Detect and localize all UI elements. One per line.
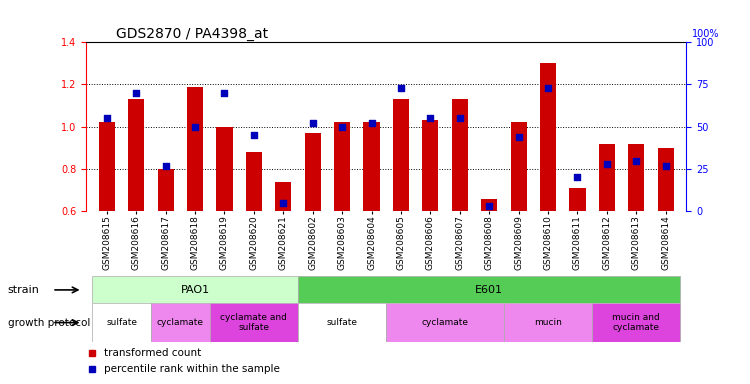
Text: E601: E601: [476, 285, 503, 295]
Point: [601, 161, 613, 167]
Bar: [217, 127, 232, 211]
Text: cyclamate: cyclamate: [422, 318, 469, 327]
Point: [365, 120, 377, 126]
Bar: [511, 122, 526, 211]
Point: [278, 200, 290, 206]
Bar: [210, 303, 298, 342]
Bar: [246, 152, 262, 211]
Point: [248, 132, 260, 138]
Point: [160, 162, 172, 169]
Bar: [540, 63, 556, 211]
Bar: [592, 303, 680, 342]
Point: [189, 124, 201, 130]
Bar: [99, 122, 115, 211]
Bar: [628, 144, 644, 211]
Point: [130, 90, 142, 96]
Bar: [504, 303, 592, 342]
Bar: [658, 148, 674, 211]
Text: PAO1: PAO1: [181, 285, 210, 295]
Bar: [422, 120, 439, 211]
Bar: [364, 122, 380, 211]
Bar: [386, 303, 504, 342]
Point: [512, 134, 524, 140]
Text: cyclamate and
sulfate: cyclamate and sulfate: [220, 313, 287, 332]
Point: [660, 162, 672, 169]
Bar: [304, 133, 321, 211]
Point: [395, 85, 407, 91]
Bar: [151, 303, 210, 342]
Text: mucin and
cyclamate: mucin and cyclamate: [613, 313, 660, 332]
Point: [483, 203, 495, 209]
Bar: [128, 99, 144, 211]
Point: [630, 157, 642, 164]
Text: growth protocol: growth protocol: [8, 318, 90, 328]
Point: [100, 115, 112, 121]
Text: cyclamate: cyclamate: [157, 318, 204, 327]
Text: sulfate: sulfate: [327, 318, 358, 327]
Bar: [92, 276, 298, 303]
Point: [424, 115, 436, 121]
Bar: [481, 199, 497, 211]
Text: GDS2870 / PA4398_at: GDS2870 / PA4398_at: [116, 27, 268, 41]
Bar: [275, 182, 292, 211]
Bar: [187, 87, 203, 211]
Text: strain: strain: [8, 285, 39, 295]
Text: mucin: mucin: [534, 318, 562, 327]
Text: 100%: 100%: [692, 30, 719, 40]
Bar: [92, 303, 151, 342]
Bar: [298, 303, 386, 342]
Text: transformed count: transformed count: [104, 348, 202, 358]
Point: [307, 120, 319, 126]
Point: [542, 85, 554, 91]
Bar: [598, 144, 615, 211]
Bar: [158, 169, 174, 211]
Point: [336, 124, 348, 130]
Bar: [298, 276, 680, 303]
Bar: [334, 122, 350, 211]
Text: percentile rank within the sample: percentile rank within the sample: [104, 364, 280, 374]
Bar: [569, 188, 586, 211]
Bar: [393, 99, 409, 211]
Text: sulfate: sulfate: [106, 318, 137, 327]
Point: [454, 115, 466, 121]
Point: [218, 90, 230, 96]
Point: [572, 174, 584, 180]
Bar: [452, 99, 468, 211]
